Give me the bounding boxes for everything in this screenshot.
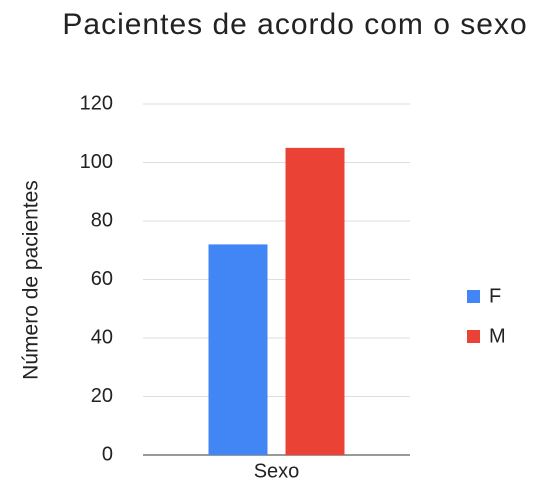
legend-swatch: [467, 330, 480, 343]
y-tick-label: 0: [102, 443, 113, 465]
y-tick-label: 80: [91, 209, 113, 231]
y-tick-label: 60: [91, 268, 113, 290]
chart-title: Pacientes de acordo com o sexo: [62, 8, 528, 41]
legend-label: F: [489, 285, 501, 307]
y-tick-label: 40: [91, 326, 113, 348]
legend-label: M: [489, 325, 506, 347]
y-tick-label: 20: [91, 385, 113, 407]
bar: [285, 147, 345, 455]
y-tick-label: 100: [80, 151, 113, 173]
y-axis-label: Número de pacientes: [20, 180, 43, 380]
y-tick-label: 120: [80, 92, 113, 114]
bar: [208, 244, 268, 455]
legend-swatch: [467, 290, 480, 303]
x-tick-label: Sexo: [254, 460, 300, 482]
